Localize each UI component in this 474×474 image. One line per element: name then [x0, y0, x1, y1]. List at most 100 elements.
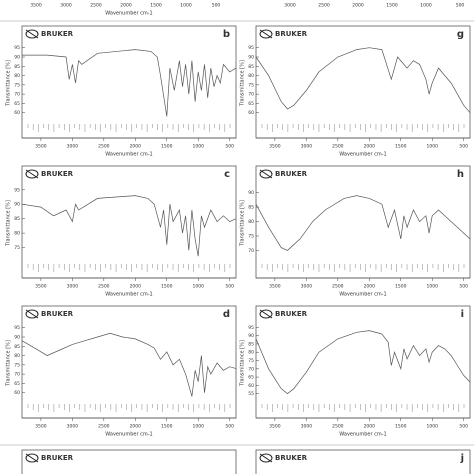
- logo-mark: [25, 453, 39, 463]
- x-tick-label: 3000: [60, 3, 72, 9]
- panel-letter: d: [223, 309, 230, 320]
- spectrum: [22, 49, 237, 117]
- x-tick-label: 1500: [395, 284, 407, 290]
- panel-frame: [255, 449, 471, 474]
- logo-mark: [259, 29, 273, 39]
- y-tick-label: 90: [248, 190, 254, 196]
- y-tick-label: 70: [248, 366, 254, 372]
- y-tick-label: 80: [14, 231, 20, 237]
- x-tick-label: 2000: [364, 144, 376, 150]
- x-tick-label: 2500: [332, 144, 344, 150]
- logo-mark: [259, 309, 273, 319]
- y-tick-label: 60: [248, 110, 254, 116]
- y-tick-label: 65: [14, 101, 20, 107]
- x-tick-label: 1000: [427, 144, 439, 150]
- x-tick-label: 3000: [301, 144, 313, 150]
- y-axis-label: Transmittance [%]: [240, 200, 246, 247]
- spectrum: [255, 47, 471, 113]
- panel-letter: j: [460, 453, 464, 464]
- y-tick-label: 85: [14, 64, 20, 70]
- x-tick-label: 2000: [352, 3, 364, 9]
- y-tick-label: 95: [14, 45, 20, 51]
- x-tick-label: 500: [456, 3, 465, 9]
- y-tick-label: 80: [14, 353, 20, 359]
- y-axis-label: Transmittance [%]: [6, 200, 12, 247]
- x-axis-label: Wavenumber cm-1: [105, 11, 152, 17]
- logo-mark: [259, 453, 273, 463]
- x-tick-label: 3000: [301, 284, 313, 290]
- x-tick-label: 2000: [130, 424, 142, 430]
- y-tick-label: 80: [14, 73, 20, 79]
- y-tick-label: 90: [248, 333, 254, 339]
- x-tick-label: 3000: [67, 424, 79, 430]
- x-tick-label: 3500: [269, 284, 281, 290]
- x-tick-label: 1000: [193, 424, 205, 430]
- x-tick-label: 2500: [98, 424, 110, 430]
- panel-letter: i: [461, 309, 464, 320]
- logo-mark: [259, 169, 273, 179]
- x-tick-label: 1500: [395, 144, 407, 150]
- x-axis-label: Wavenumber cm-1: [105, 432, 152, 438]
- x-tick-label: 3500: [269, 424, 281, 430]
- y-tick-label: 90: [14, 335, 20, 341]
- panel-letter: c: [224, 169, 230, 180]
- y-axis-label: Transmittance [%]: [240, 60, 246, 107]
- x-tick-label: 3500: [35, 424, 47, 430]
- logo-mark: [259, 169, 273, 179]
- x-tick-label: 1000: [180, 3, 192, 9]
- y-tick-label: 90: [14, 202, 20, 208]
- logo-mark: [25, 309, 39, 319]
- y-tick-label: 80: [248, 219, 254, 225]
- x-tick-label: 1500: [161, 424, 173, 430]
- y-tick-label: 60: [248, 383, 254, 389]
- x-tick-label: 500: [212, 3, 221, 9]
- brand: BRUKER: [275, 454, 308, 462]
- x-axis-label: Wavenumber cm-1: [339, 152, 386, 158]
- x-tick-label: 1000: [193, 144, 205, 150]
- x-tick-label: 500: [225, 144, 234, 150]
- x-tick-label: 3000: [301, 424, 313, 430]
- panel-letter: g: [457, 29, 464, 40]
- y-tick-label: 95: [14, 187, 20, 193]
- x-tick-label: 500: [225, 424, 234, 430]
- x-tick-label: 500: [459, 424, 468, 430]
- x-tick-label: 2000: [120, 3, 132, 9]
- y-tick-label: 75: [248, 82, 254, 88]
- logo-mark: [25, 29, 39, 39]
- y-tick-label: 75: [14, 245, 20, 251]
- logo-mark: [259, 453, 273, 463]
- x-tick-label: 1500: [150, 3, 162, 9]
- y-tick-label: 80: [248, 350, 254, 356]
- x-tick-label: 3000: [67, 284, 79, 290]
- x-tick-label: 1500: [161, 144, 173, 150]
- y-tick-label: 85: [248, 341, 254, 347]
- x-axis-label: Wavenumber cm-1: [339, 432, 386, 438]
- x-tick-label: 3500: [269, 144, 281, 150]
- brand: BRUKER: [41, 30, 74, 38]
- spectrum: [255, 330, 471, 395]
- y-tick-label: 70: [14, 372, 20, 378]
- brand: BRUKER: [41, 170, 74, 178]
- y-tick-label: 60: [14, 110, 20, 116]
- x-tick-label: 1500: [395, 424, 407, 430]
- x-tick-label: 3000: [284, 3, 296, 9]
- brand: BRUKER: [41, 310, 74, 318]
- x-tick-label: 2000: [364, 424, 376, 430]
- y-axis-label: Transmittance [%]: [6, 340, 12, 387]
- y-tick-label: 65: [248, 101, 254, 107]
- x-tick-label: 2500: [318, 3, 330, 9]
- x-tick-label: 2500: [98, 284, 110, 290]
- y-tick-label: 95: [248, 45, 254, 51]
- logo-mark: [25, 29, 39, 39]
- logo-mark: [25, 169, 39, 179]
- x-tick-label: 2500: [98, 144, 110, 150]
- x-tick-label: 2000: [130, 284, 142, 290]
- panel-letter: b: [223, 29, 230, 40]
- y-tick-label: 85: [248, 205, 254, 211]
- spectrum: [21, 332, 237, 397]
- x-tick-label: 1000: [427, 424, 439, 430]
- x-tick-label: 3500: [35, 144, 47, 150]
- logo-mark: [25, 169, 39, 179]
- y-tick-label: 85: [14, 216, 20, 222]
